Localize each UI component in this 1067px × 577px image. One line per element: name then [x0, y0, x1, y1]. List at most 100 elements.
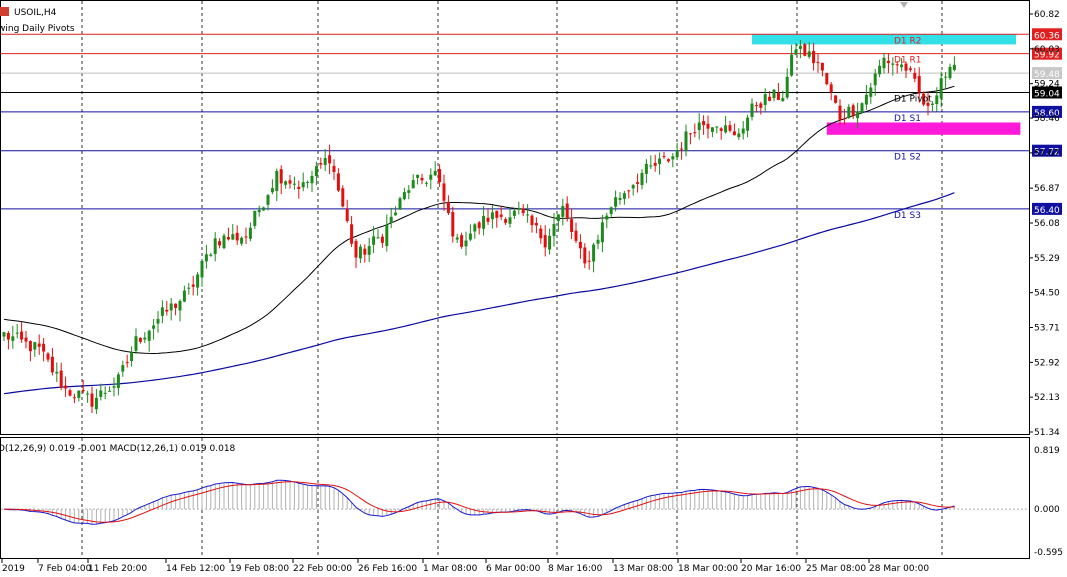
candle-body: [587, 260, 591, 262]
price-tick-label: 53.71: [1034, 324, 1060, 334]
candle-body: [240, 237, 244, 244]
candle-body: [754, 105, 758, 107]
candle-body: [521, 208, 525, 214]
price-tick-label: 51.34: [1034, 428, 1060, 438]
current-price-value: 59.48: [1034, 70, 1060, 80]
candle-body: [781, 98, 785, 102]
candle-body: [746, 117, 750, 131]
candle-body: [499, 214, 503, 217]
candle-body: [574, 230, 578, 241]
candle-body: [684, 131, 688, 152]
candle-body: [345, 208, 349, 222]
candle-body: [851, 105, 855, 116]
candle-body: [750, 103, 754, 117]
candle-body: [719, 128, 723, 131]
candle-body: [847, 106, 851, 119]
candle-body: [64, 385, 68, 389]
pivot-price-value: 57.72: [1034, 148, 1060, 158]
current-price-tag: [1032, 67, 1062, 80]
time-tick-label: 20 Mar 16:00: [741, 564, 801, 574]
time-tick-label: 14 Feb 12:00: [166, 564, 225, 574]
candle-body: [622, 193, 626, 199]
candle-body: [310, 175, 314, 184]
candle-body: [768, 96, 772, 101]
candle-body: [15, 332, 19, 334]
candle-body: [644, 163, 648, 174]
moving-averages: [3, 85, 955, 395]
time-tick-label: 28 Mar 00:00: [869, 564, 929, 574]
indicator-title: wing Daily Pivots: [0, 24, 75, 34]
candle-body: [407, 190, 411, 193]
candle-body: [508, 217, 512, 224]
symbol-title: USOIL,H4: [14, 8, 57, 18]
candle-body: [367, 246, 371, 255]
candle-body: [297, 186, 301, 189]
candle-body: [138, 337, 142, 342]
candle-body: [222, 235, 226, 249]
pivot-price-tag: [1032, 28, 1062, 41]
candle-body: [539, 228, 543, 239]
pivot-price-value: 56.40: [1034, 206, 1060, 216]
candle-body: [50, 356, 54, 373]
candle-body: [460, 235, 464, 247]
candle-body: [794, 49, 798, 55]
candle-body: [402, 192, 406, 200]
candle-body: [341, 188, 345, 207]
candle-body: [86, 393, 90, 395]
candle-body: [952, 64, 956, 70]
candle-body: [306, 182, 310, 184]
candle-body: [323, 158, 327, 165]
ma-slow-line: [3, 192, 955, 395]
candle-body: [248, 227, 252, 239]
candle-body: [790, 54, 794, 76]
candle-body: [504, 219, 508, 223]
candle-body: [424, 182, 428, 184]
candle-body: [200, 260, 204, 278]
candle-body: [891, 63, 895, 65]
time-tick-label: 19 Feb 08:00: [230, 564, 289, 574]
candle-body: [495, 210, 499, 218]
candle-body: [380, 236, 384, 243]
candle-body: [328, 155, 332, 164]
price-tick-label: 58.46: [1034, 114, 1060, 124]
candle-body: [825, 72, 829, 85]
candle-body: [631, 185, 635, 189]
candle-body: [125, 362, 129, 364]
candle-body: [204, 254, 208, 262]
candle-body: [398, 198, 402, 210]
candle-body: [878, 65, 882, 75]
macd-signal-line: [3, 481, 955, 523]
chart-shift-marker[interactable]: [900, 2, 908, 8]
candle-body: [358, 246, 362, 259]
price-tick-label: 60.03: [1034, 45, 1060, 55]
candle-body: [94, 397, 98, 410]
candle-body: [442, 183, 446, 201]
candle-body: [182, 290, 186, 302]
candle-body: [59, 370, 63, 388]
candle-body: [948, 66, 952, 79]
candle-body: [28, 341, 32, 352]
candle-body: [354, 241, 358, 258]
candle-body: [174, 303, 178, 308]
candle-body: [165, 309, 169, 312]
candle-body: [838, 105, 842, 120]
candle-body: [490, 212, 494, 220]
time-gridlines: [81, 1, 943, 558]
candle-body: [394, 212, 398, 216]
pivot-name-label: D1 S2: [894, 153, 921, 163]
time-tick-label: 1 Mar 08:00: [423, 564, 478, 574]
time-tick-label: 6 Mar 00:00: [486, 564, 541, 574]
candle-body: [517, 208, 521, 210]
candle-body: [143, 337, 147, 340]
candle-body: [33, 342, 37, 350]
candle-body: [46, 353, 50, 360]
pivot-price-value: 58.60: [1034, 109, 1060, 119]
candle-body: [468, 233, 472, 240]
candle-body: [385, 225, 389, 246]
pivot-name-label: D1 Pivot: [894, 94, 932, 104]
candle-body: [213, 238, 217, 254]
candle-body: [24, 337, 28, 342]
candle-body: [913, 72, 917, 79]
